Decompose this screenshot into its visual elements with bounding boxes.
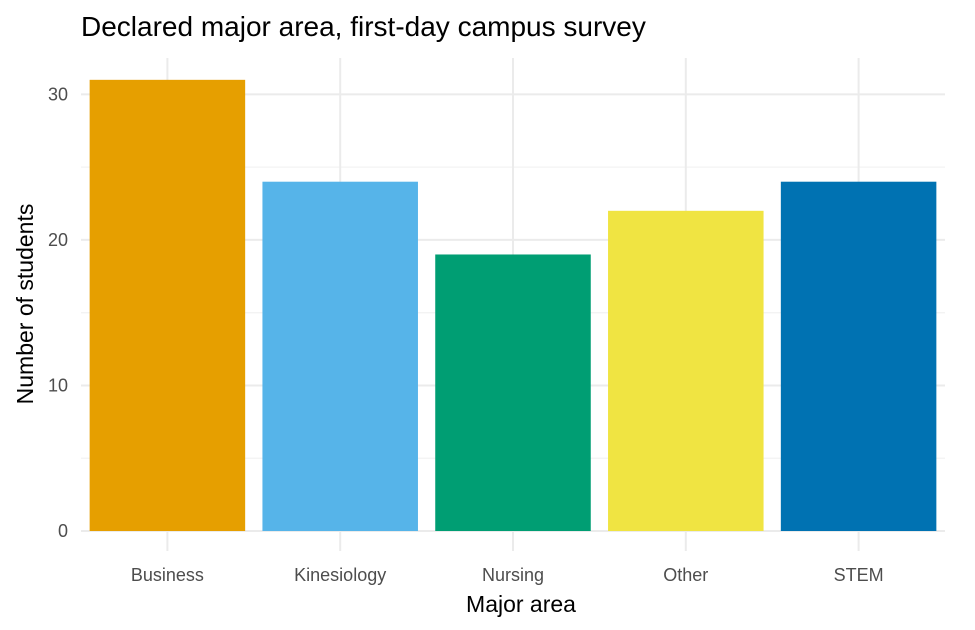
x-tick-label: Kinesiology (294, 565, 386, 585)
x-tick-label: STEM (834, 565, 884, 585)
x-axis-title: Major area (466, 591, 576, 617)
y-tick-label: 10 (48, 375, 68, 395)
y-axis-title: Number of students (12, 204, 38, 405)
bars (89, 79, 937, 532)
y-axis-ticks: 0 10 20 30 (48, 84, 68, 541)
y-tick-label: 30 (48, 84, 68, 104)
y-tick-label: 0 (58, 521, 68, 541)
bar-nursing (435, 254, 591, 531)
x-tick-label: Other (663, 565, 708, 585)
x-tick-label: Business (131, 565, 204, 585)
bar-other (608, 210, 764, 532)
chart-title: Declared major area, first-day campus su… (81, 11, 646, 42)
bar-business (89, 79, 246, 531)
x-axis-ticks: Business Kinesiology Nursing Other STEM (131, 565, 884, 585)
x-tick-label: Nursing (482, 565, 544, 585)
bar-kinesiology (262, 181, 418, 531)
bar-stem (780, 181, 937, 531)
y-tick-label: 20 (48, 230, 68, 250)
